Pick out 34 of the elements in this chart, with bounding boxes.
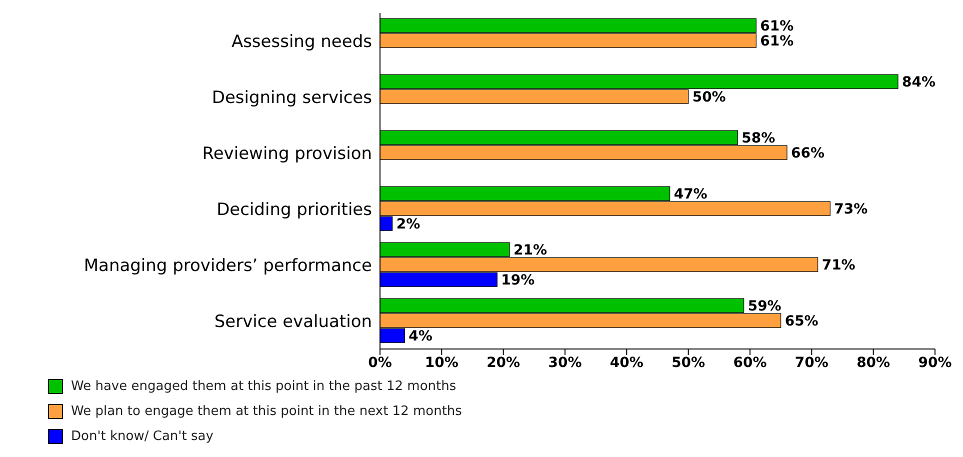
data-label: 4% [408, 328, 432, 345]
data-label: 50% [692, 90, 726, 106]
data-label: 66% [791, 146, 825, 162]
x-tick-label: 40% [610, 354, 644, 371]
data-label: 47% [674, 186, 708, 203]
data-label: 61% [760, 18, 794, 35]
x-tick-label: 50% [672, 354, 706, 371]
data-label: 59% [748, 298, 782, 315]
data-label: 19% [501, 272, 535, 289]
data-label: 84% [902, 74, 936, 91]
y-tick-label: Deciding priorities [216, 200, 372, 220]
x-tick-label: 70% [794, 354, 828, 371]
data-label: 61% [760, 34, 794, 50]
legend-label: We have engaged them at this point in the past 12 months [70, 379, 456, 394]
x-tick-label: 80% [856, 354, 890, 371]
y-tick-label: Reviewing provision [202, 144, 372, 164]
data-label: 2% [396, 216, 420, 233]
y-tick-label: Designing services [212, 88, 372, 108]
x-tick-label: 60% [733, 354, 767, 371]
data-label: 73% [834, 202, 868, 218]
legend-label: Don't know/ Can't say [70, 429, 214, 444]
data-label: 71% [822, 258, 856, 274]
y-tick-label: Service evaluation [214, 312, 372, 332]
y-tick-label: Managing providers’ performance [84, 256, 372, 276]
x-tick-label: 0% [368, 354, 392, 371]
x-tick-label: 30% [548, 354, 582, 371]
data-label: 21% [514, 242, 548, 259]
y-tick-label: Assessing needs [231, 32, 372, 52]
x-tick-label: 20% [486, 354, 520, 371]
x-tick-label: 90% [918, 354, 952, 371]
data-label: 58% [742, 130, 776, 147]
data-label: 65% [784, 314, 818, 330]
legend-label: We plan to engage them at this point in the next 12 months [70, 404, 463, 419]
x-tick-label: 10% [424, 354, 458, 371]
